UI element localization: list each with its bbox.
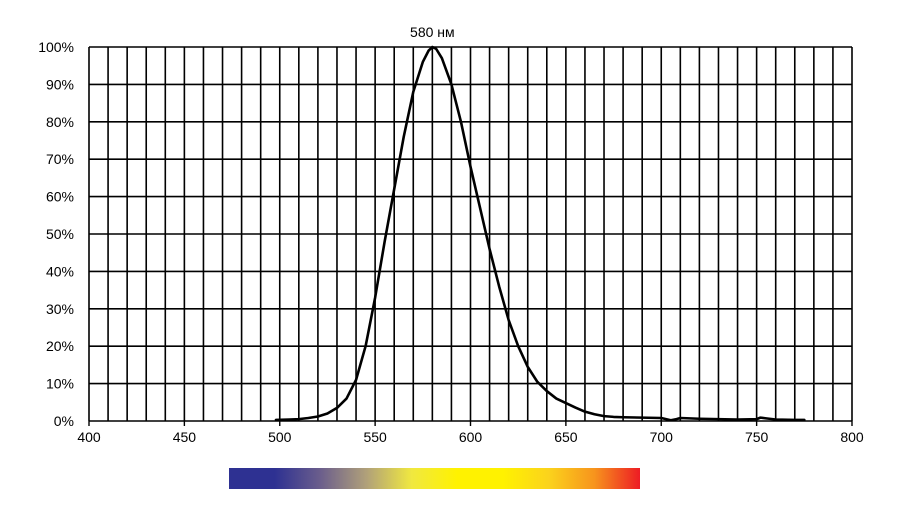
y-tick-label: 90% bbox=[46, 76, 74, 92]
x-tick-label: 450 bbox=[173, 429, 197, 445]
x-tick-label: 600 bbox=[459, 429, 483, 445]
y-tick-label: 100% bbox=[38, 39, 74, 55]
x-tick-label: 500 bbox=[268, 429, 292, 445]
x-tick-label: 800 bbox=[840, 429, 864, 445]
y-tick-label: 10% bbox=[46, 376, 74, 392]
y-axis-tick-labels: 0% 10% 20% 30% 40% 50% 60% 70% 80% 90% 100% bbox=[38, 39, 74, 429]
grid bbox=[88, 46, 853, 426]
annotations: 580 нм bbox=[410, 24, 455, 40]
y-tick-label: 20% bbox=[46, 338, 74, 354]
y-tick-label: 50% bbox=[46, 226, 74, 242]
series-layer bbox=[274, 45, 806, 422]
x-tick-label: 550 bbox=[363, 429, 387, 445]
y-tick-label: 30% bbox=[46, 301, 74, 317]
y-tick-label: 80% bbox=[46, 114, 74, 130]
series-line bbox=[274, 45, 806, 422]
visible-spectrum-color-bar bbox=[229, 468, 640, 489]
x-axis-tick-labels: 400 450 500 550 600 650 700 750 800 bbox=[77, 429, 864, 445]
peak-annotation-label: 580 нм bbox=[410, 24, 455, 40]
x-tick-label: 650 bbox=[554, 429, 578, 445]
y-tick-label: 0% bbox=[54, 413, 74, 429]
x-tick-label: 400 bbox=[77, 429, 101, 445]
y-tick-label: 60% bbox=[46, 189, 74, 205]
x-tick-label: 700 bbox=[650, 429, 674, 445]
y-tick-label: 40% bbox=[46, 263, 74, 279]
y-tick-label: 70% bbox=[46, 151, 74, 167]
x-tick-label: 750 bbox=[745, 429, 769, 445]
